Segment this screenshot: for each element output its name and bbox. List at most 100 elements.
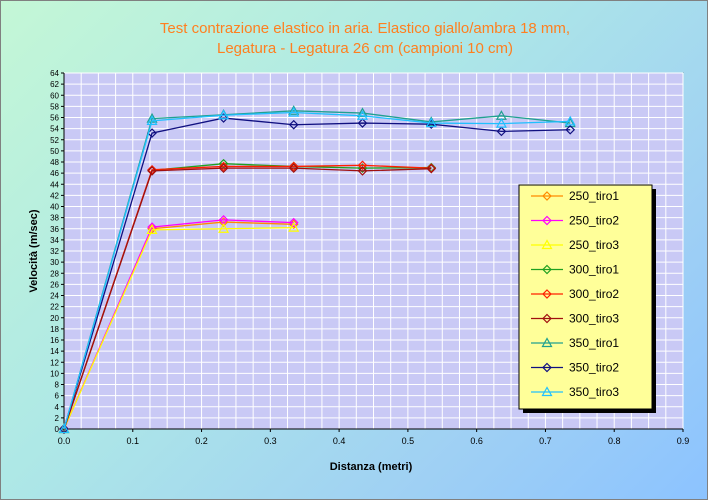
legend-box xyxy=(518,184,653,410)
series-line xyxy=(63,111,571,430)
y-tick-label: 56 xyxy=(50,114,59,123)
data-point-diamond xyxy=(288,217,299,228)
x-axis-label: Distanza (metri) xyxy=(330,461,413,473)
y-tick-label: 30 xyxy=(50,258,59,267)
x-tick-label: 0.5 xyxy=(402,436,415,446)
legend-label: 250_tiro3 xyxy=(569,238,619,252)
data-point-triangle xyxy=(288,105,300,115)
data-point-triangle xyxy=(288,106,300,117)
y-tick-label: 20 xyxy=(50,314,59,323)
y-tick-label: 52 xyxy=(50,136,59,145)
data-point-diamond xyxy=(496,126,507,137)
y-tick-label: 42 xyxy=(50,191,59,200)
series-line xyxy=(63,110,571,430)
legend-label: 300_tiro2 xyxy=(569,287,619,301)
series-300-tiro3 xyxy=(59,163,437,434)
y-tick-label: 0 xyxy=(55,425,60,434)
data-point-diamond xyxy=(147,164,157,175)
data-point-triangle xyxy=(356,110,369,120)
y-tick-label: 36 xyxy=(50,225,59,234)
data-point-triangle xyxy=(58,423,70,434)
x-tick-label: 0.6 xyxy=(470,436,483,446)
y-tick-label: 32 xyxy=(50,247,59,256)
x-tick-label: 0.8 xyxy=(608,436,621,446)
y-axis-label: Velocità (m/sec) xyxy=(28,209,40,292)
legend-item-250-tiro2: 250_tiro2 xyxy=(531,214,619,228)
y-tick-label: 62 xyxy=(50,80,59,89)
y-tick-label: 38 xyxy=(50,214,59,223)
y-tick-label: 8 xyxy=(55,381,60,390)
data-point-diamond xyxy=(542,289,552,299)
x-tick-label: 0.9 xyxy=(677,436,690,446)
legend-item-250-tiro1: 250_tiro1 xyxy=(531,189,619,203)
legend-item-250-tiro3: 250_tiro3 xyxy=(531,238,619,252)
y-tick-label: 44 xyxy=(50,180,59,189)
series-line xyxy=(63,167,432,430)
legend-item-350-tiro2: 350_tiro2 xyxy=(531,361,619,375)
data-point-diamond xyxy=(288,161,299,172)
x-tick-label: 0.1 xyxy=(127,436,140,446)
legend-label: 350_tiro1 xyxy=(569,336,619,350)
y-tick-label: 28 xyxy=(50,269,59,278)
series xyxy=(58,105,576,434)
series-line xyxy=(63,117,571,430)
legend-item-350-tiro1: 350_tiro1 xyxy=(531,336,619,350)
x-tick-label: 0.2 xyxy=(195,436,208,446)
data-point-triangle xyxy=(218,109,230,120)
data-point-diamond xyxy=(288,119,299,130)
y-tick-label: 60 xyxy=(50,91,59,100)
legend: 250_tiro1 250_tiro2 250_tiro3 300_tiro1 300_… xyxy=(518,184,656,413)
y-tick-label: 12 xyxy=(50,358,59,367)
y-tick-label: 14 xyxy=(50,347,59,356)
data-point-diamond xyxy=(542,191,552,201)
data-point-diamond xyxy=(426,163,437,174)
y-tick-label: 4 xyxy=(55,403,60,412)
data-point-triangle xyxy=(495,117,507,128)
y-tick-label: 22 xyxy=(50,303,59,312)
y-tick-label: 54 xyxy=(50,125,59,134)
legend-label: 250_tiro2 xyxy=(569,214,619,228)
y-tick-label: 2 xyxy=(55,414,60,423)
data-point-triangle xyxy=(288,221,300,232)
y-tick-label: 10 xyxy=(50,369,59,378)
data-point-diamond xyxy=(357,118,368,128)
x-tick-label: 0.4 xyxy=(333,436,346,446)
y-tick-label: 24 xyxy=(50,292,59,301)
data-point-triangle xyxy=(541,337,553,348)
data-point-triangle xyxy=(564,115,576,126)
data-point-diamond xyxy=(218,163,229,173)
x-tick-label: 0.3 xyxy=(264,436,277,446)
y-tick-label: 34 xyxy=(50,236,59,245)
data-point-triangle xyxy=(541,239,553,250)
data-point-diamond xyxy=(147,166,157,176)
legend-item-300-tiro1: 300_tiro1 xyxy=(531,263,619,277)
legend-label: 250_tiro1 xyxy=(569,189,619,203)
data-point-diamond xyxy=(542,215,552,226)
data-point-triangle xyxy=(356,107,369,118)
y-axis-ticks: 0246810121416182022242628303234363840424… xyxy=(50,69,64,434)
data-point-diamond xyxy=(288,163,299,173)
data-point-diamond xyxy=(542,264,552,275)
legend-item-350-tiro3: 350_tiro3 xyxy=(531,385,619,399)
data-point-diamond xyxy=(565,124,576,135)
data-point-diamond xyxy=(542,313,552,324)
legend-label: 350_tiro3 xyxy=(569,385,619,399)
y-tick-label: 64 xyxy=(50,69,59,78)
y-tick-label: 48 xyxy=(50,158,59,167)
data-point-triangle xyxy=(146,224,158,234)
legend-item-300-tiro2: 300_tiro2 xyxy=(531,287,619,301)
data-point-diamond xyxy=(357,160,368,171)
y-tick-label: 46 xyxy=(50,169,59,178)
legend-label: 300_tiro3 xyxy=(569,312,619,326)
x-tick-label: 0.7 xyxy=(539,436,552,446)
y-tick-label: 40 xyxy=(50,203,59,212)
y-tick-label: 58 xyxy=(50,102,59,111)
data-point-triangle xyxy=(218,223,230,233)
legend-item-300-tiro3: 300_tiro3 xyxy=(531,312,619,326)
legend-label: 350_tiro2 xyxy=(569,361,619,375)
data-point-triangle xyxy=(425,117,437,128)
series-350-tiro3 xyxy=(58,106,576,434)
x-axis-ticks: 0.0 0.1 0.2 0.3 0.4 0.5 0.6 0.7 0.8 0.9 xyxy=(58,429,690,446)
y-tick-label: 50 xyxy=(50,147,59,156)
